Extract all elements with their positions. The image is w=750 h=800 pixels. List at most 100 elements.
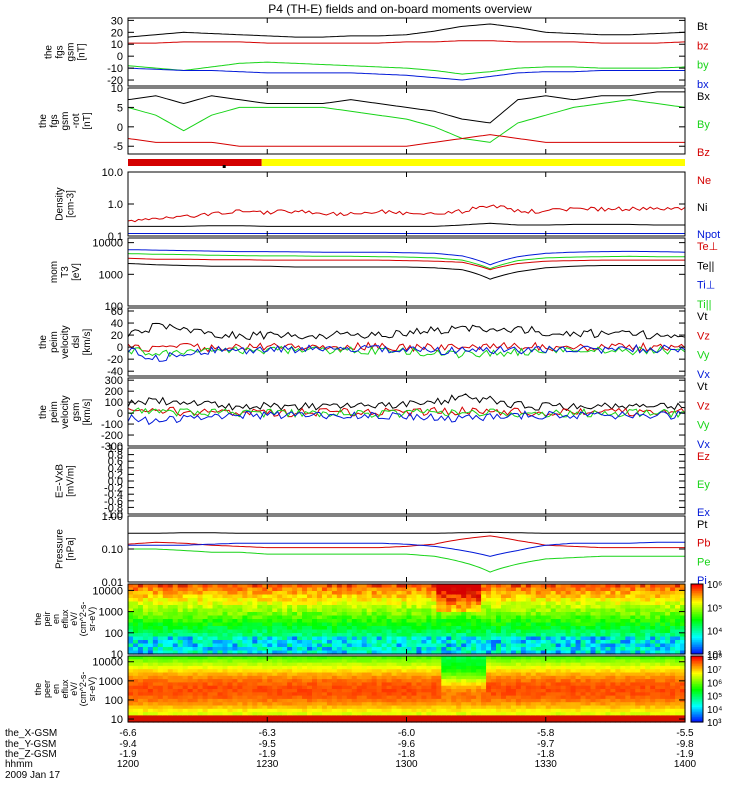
heatmap-cell xyxy=(346,698,353,703)
heatmap-cell xyxy=(162,615,169,620)
heatmap-cell xyxy=(505,640,512,645)
heatmap-cell xyxy=(257,591,263,596)
heatmap-cell xyxy=(411,626,418,631)
heatmap-cell xyxy=(620,679,626,683)
heatmap-cell xyxy=(336,633,343,638)
heatmap-cell xyxy=(207,715,214,720)
heatmap-cell xyxy=(431,659,437,664)
heatmap-cell xyxy=(247,647,253,652)
heatmap-cell xyxy=(212,705,219,710)
heatmap-cell xyxy=(212,695,219,700)
heatmap-cell xyxy=(162,584,169,589)
heatmap-cell xyxy=(142,598,149,603)
heatmap-cell xyxy=(222,712,229,716)
heatmap-cell xyxy=(177,708,184,713)
heatmap-cell xyxy=(336,705,343,710)
heatmap-cell xyxy=(491,712,497,716)
heatmap-cell xyxy=(476,689,482,693)
heatmap-cell xyxy=(665,689,671,693)
heatmap-cell xyxy=(341,615,348,620)
heatmap-cell xyxy=(182,587,189,592)
heatmap-cell xyxy=(625,708,631,713)
heatmap-cell xyxy=(496,622,502,627)
heatmap-cell xyxy=(227,662,234,667)
heatmap-cell xyxy=(351,669,358,674)
heatmap-cell xyxy=(560,636,567,641)
heatmap-cell xyxy=(272,702,278,707)
heatmap-cell xyxy=(152,685,159,690)
heatmap-cell xyxy=(595,662,602,667)
heatmap-cell xyxy=(162,605,169,610)
heatmap-cell xyxy=(386,665,393,670)
heatmap-cell xyxy=(520,598,527,603)
heatmap-cell xyxy=(416,682,423,687)
heatmap-cell xyxy=(227,622,234,627)
y-tick-label: 0.0 xyxy=(108,476,123,488)
heatmap-cell xyxy=(500,643,507,648)
heatmap-cell xyxy=(491,629,497,634)
heatmap-cell xyxy=(640,598,646,603)
heatmap-cell xyxy=(560,695,567,700)
heatmap-cell xyxy=(510,665,517,670)
heatmap-cell xyxy=(247,601,253,606)
heatmap-cell xyxy=(496,698,502,703)
heatmap-cell xyxy=(461,708,467,713)
heatmap-cell xyxy=(426,605,432,610)
heatmap-cell xyxy=(660,640,666,645)
heatmap-cell xyxy=(496,643,502,648)
y-axis-label: (cm^2-s- xyxy=(78,672,88,707)
heatmap-cell xyxy=(396,647,403,652)
heatmap-cell xyxy=(297,679,303,683)
heatmap-cell xyxy=(167,682,174,687)
heatmap-cell xyxy=(610,615,616,620)
heatmap-cell xyxy=(172,615,179,620)
y-axis-label: [nPa] xyxy=(66,537,77,561)
heatmap-cell xyxy=(510,692,517,697)
heatmap-cell xyxy=(625,679,631,683)
heatmap-cell xyxy=(157,705,164,710)
heatmap-cell xyxy=(411,594,418,599)
heatmap-cell xyxy=(411,629,418,634)
colorbar-segment xyxy=(691,605,703,608)
heatmap-cell xyxy=(197,712,204,716)
heatmap-cell xyxy=(520,695,527,700)
heatmap-cell xyxy=(167,708,174,713)
heatmap-cell xyxy=(182,689,189,693)
heatmap-cell xyxy=(426,692,432,697)
heatmap-cell xyxy=(500,679,507,683)
heatmap-cell xyxy=(356,643,363,648)
heatmap-cell xyxy=(277,698,283,703)
heatmap-cell xyxy=(665,695,671,700)
heatmap-cell xyxy=(292,584,298,589)
heatmap-cell xyxy=(371,601,378,606)
heatmap-cell xyxy=(346,712,353,716)
heatmap-cell xyxy=(530,605,537,610)
heatmap-cell xyxy=(491,675,497,680)
heatmap-cell xyxy=(456,594,462,599)
legend-By: By xyxy=(697,119,710,131)
heatmap-cell xyxy=(650,622,656,627)
heatmap-cell xyxy=(142,622,149,627)
heatmap-cell xyxy=(197,643,204,648)
heatmap-cell xyxy=(426,636,432,641)
heatmap-cell xyxy=(232,615,239,620)
heatmap-cell xyxy=(302,708,308,713)
heatmap-cell xyxy=(242,626,248,631)
colorbar-segment xyxy=(691,715,703,718)
heatmap-cell xyxy=(172,715,179,720)
heatmap-cell xyxy=(386,662,393,667)
heatmap-cell xyxy=(476,605,482,610)
heatmap-cell xyxy=(227,702,234,707)
heatmap-cell xyxy=(600,633,607,638)
heatmap-cell xyxy=(152,705,159,710)
heatmap-cell xyxy=(232,705,239,710)
heatmap-cell xyxy=(351,619,358,624)
heatmap-cell xyxy=(277,601,283,606)
heatmap-cell xyxy=(570,675,577,680)
heatmap-cell xyxy=(202,650,209,655)
heatmap-cell xyxy=(272,619,278,624)
heatmap-cell xyxy=(316,622,323,627)
colorbar-segment xyxy=(691,667,703,670)
heatmap-cell xyxy=(471,685,477,690)
heatmap-cell xyxy=(137,702,144,707)
